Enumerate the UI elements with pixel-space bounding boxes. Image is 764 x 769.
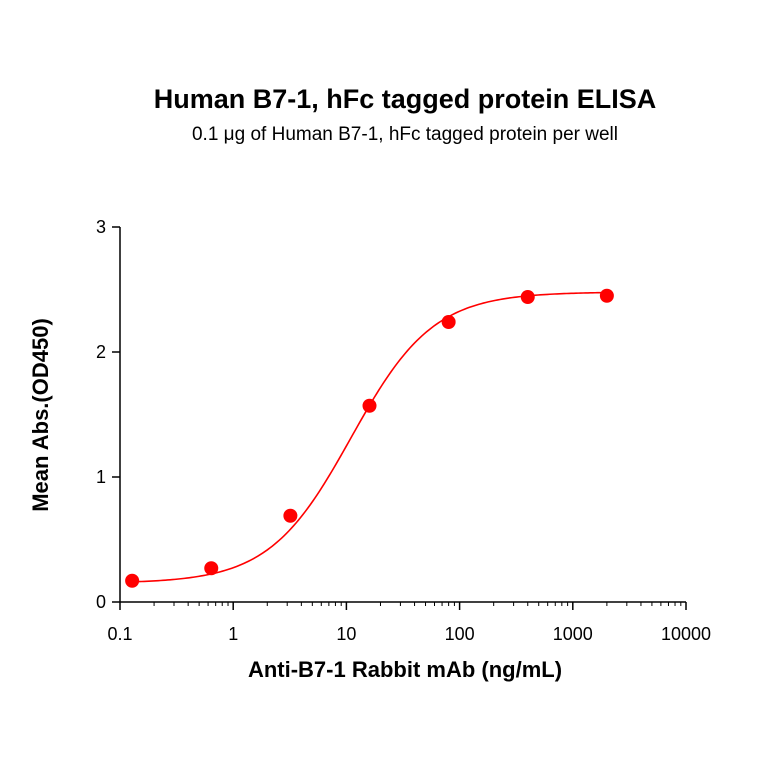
data-point	[599, 288, 614, 303]
y-tick-label: 1	[96, 467, 106, 487]
y-axis-ticks: 0 1 2 3	[96, 217, 120, 612]
x-tick-label: 1	[228, 624, 238, 644]
x-axis-title: Anti-B7-1 Rabbit mAb (ng/mL)	[248, 657, 562, 682]
data-point	[283, 508, 298, 523]
axes	[119, 227, 686, 603]
x-tick-label: 0.1	[107, 624, 132, 644]
y-axis-title: Mean Abs.(OD450)	[28, 318, 53, 512]
x-tick-label: 10	[336, 624, 356, 644]
fit-curve	[132, 291, 607, 583]
y-tick-label: 3	[96, 217, 106, 237]
chart-subtitle: 0.1 μg of Human B7-1, hFc tagged protein…	[192, 124, 618, 145]
chart-title: Human B7-1, hFc tagged protein ELISA	[154, 84, 657, 114]
data-point	[441, 315, 456, 329]
data-point	[125, 573, 140, 588]
x-tick-label: 100	[445, 624, 475, 644]
data-points	[125, 288, 614, 588]
y-tick-label: 0	[96, 592, 106, 612]
data-point	[520, 290, 535, 304]
data-point	[204, 561, 219, 576]
data-point	[362, 398, 377, 413]
x-tick-label: 10000	[661, 624, 711, 644]
x-axis-ticks: 0.1 1 10 100 1000 10000	[107, 602, 711, 644]
x-tick-label: 1000	[553, 624, 593, 644]
y-tick-label: 2	[96, 342, 106, 362]
